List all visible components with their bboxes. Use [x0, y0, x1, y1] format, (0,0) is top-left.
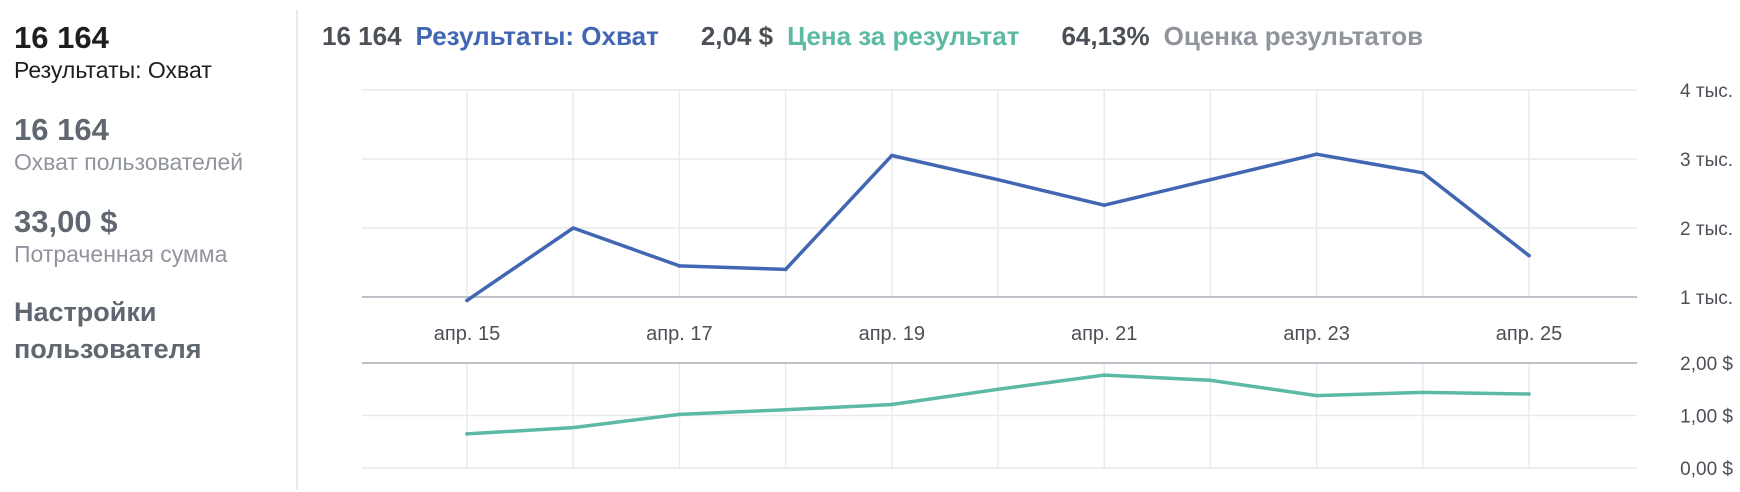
reach-data-point — [677, 264, 682, 268]
cost-data-point — [1421, 390, 1425, 395]
stat-value: 16 164 — [14, 20, 109, 55]
stat-value: 33,00 $ — [14, 204, 118, 239]
reach-chart: 1 тыс. 2 тыс. 3 тыс. 4 тыс. апр. 15 апр. 17 ап… — [362, 81, 1733, 345]
x-tick-label: апр. 23 — [1283, 323, 1349, 345]
x-tick-label: апр. 17 — [646, 323, 712, 345]
cost-data-point — [1208, 378, 1213, 383]
cost-data-point — [783, 407, 788, 412]
summary-results-label[interactable]: Результаты: Охват — [415, 20, 659, 51]
cost-data-point — [571, 425, 575, 430]
y-tick-label: 1 тыс. — [1680, 288, 1733, 309]
stat-value: 16 164 — [14, 112, 109, 147]
x-tick-label: апр. 19 — [859, 323, 925, 345]
reach-data-point — [996, 177, 1000, 182]
reach-data-point — [1314, 152, 1319, 156]
stat-label: Охват пользователей — [14, 149, 244, 175]
summary-score-label[interactable]: Оценка результатов — [1163, 20, 1424, 51]
stat-amount-spent[interactable]: 33,00 $ Потраченная сумма — [14, 204, 227, 268]
cost-chart: 0,00 $ 1,00 $ 2,00 $ — [362, 354, 1733, 480]
reach-data-point — [890, 153, 894, 158]
summary-cost-value: 2,04 $ — [700, 20, 774, 51]
y-tick-label: 0,00 $ — [1680, 459, 1733, 480]
y-tick-label: 1,00 $ — [1680, 407, 1733, 428]
summary-score-value: 64,13% — [1061, 20, 1150, 51]
stat-label: Потраченная сумма — [14, 241, 228, 267]
summary-cost-label[interactable]: Цена за результат — [787, 20, 1020, 51]
y-tick-label: 2,00 $ — [1680, 354, 1733, 375]
cost-data-point — [1314, 393, 1319, 398]
cost-data-point — [996, 387, 1000, 392]
cost-data-point — [465, 432, 469, 436]
reach-data-point — [1208, 177, 1213, 182]
reach-data-point — [465, 298, 469, 303]
reach-data-point — [1527, 253, 1531, 258]
reach-data-point — [1421, 171, 1425, 175]
reach-data-point — [783, 267, 788, 272]
cost-data-point — [890, 402, 894, 407]
x-tick-label: апр. 15 — [434, 323, 500, 345]
stat-label: Результаты: Охват — [14, 57, 212, 83]
user-settings-line-1: Настройки — [14, 297, 157, 327]
stats-sidebar: 16 164 Результаты: Охват 16 164 Охват по… — [0, 0, 296, 492]
user-settings-link[interactable]: Настройки пользователя — [14, 294, 202, 368]
x-tick-label: апр. 21 — [1071, 323, 1137, 345]
x-tick-label: апр. 25 — [1496, 323, 1562, 345]
reach-data-point — [1102, 203, 1106, 208]
user-settings-line-2: пользователя — [14, 334, 202, 364]
summary-results-value: 16 164 — [322, 20, 402, 51]
chart-summary-header: 16 164 Результаты: Охват 2,04 $ Цена за … — [322, 18, 1423, 54]
stat-results-reach[interactable]: 16 164 Результаты: Охват — [14, 20, 212, 84]
y-tick-label: 4 тыс. — [1680, 81, 1733, 102]
y-tick-label: 3 тыс. — [1680, 150, 1733, 171]
cost-data-point — [1102, 373, 1106, 377]
sidebar-divider — [296, 10, 298, 490]
y-tick-label: 2 тыс. — [1680, 219, 1733, 240]
stat-user-reach[interactable]: 16 164 Охват пользователей — [14, 112, 243, 176]
reach-data-point — [571, 226, 575, 230]
cost-data-point — [677, 412, 682, 417]
cost-data-point — [1527, 392, 1531, 396]
